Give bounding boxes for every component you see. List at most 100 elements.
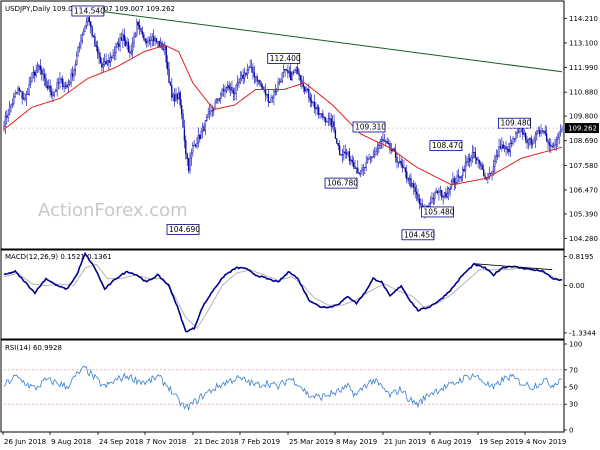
candle-body [255,76,257,78]
candle-body [179,92,181,106]
date-axis-label: 4 Nov 2019 [526,438,566,446]
candle-body [83,31,85,35]
candle-body [52,94,54,96]
candle-body [145,41,148,43]
candle-body [322,113,324,118]
candle-body [194,144,197,147]
candle-body [326,121,328,123]
candle-body [215,98,218,104]
candle-body [541,130,544,132]
candle-body [297,67,299,74]
candle-body [308,88,310,98]
candle-body [470,157,472,162]
candle-body [471,151,474,158]
candle-body [460,175,462,179]
candle-body [29,81,32,85]
candle-body [105,61,107,65]
candle-body [186,153,188,160]
candle-body [352,162,355,167]
price-axis-label: 105.390 [569,210,598,218]
candle-body [119,37,121,47]
candle-body [50,91,53,96]
candle-body [171,85,173,98]
candle-body [558,131,560,138]
candle-body [168,68,170,83]
candle-body [484,175,486,180]
candle-body [157,41,159,43]
candle-body [227,85,229,88]
rsi-line [3,365,563,411]
candle-body [364,167,366,169]
price-axis-label: 109.800 [569,113,598,121]
candle-body [118,43,120,47]
candle-body [431,197,433,204]
candle-body [358,172,360,174]
candle-body [397,161,400,163]
candle-body [271,97,274,99]
rsi-axis-label: 0 [569,427,573,435]
candle-body [151,36,153,41]
rsi-axis-label: 50 [569,384,578,392]
date-axis-label: 24 Sep 2018 [99,438,143,446]
price-axis-label: 111.990 [569,64,598,72]
candle-body [411,183,414,187]
candle-body [231,87,233,91]
candle-body [69,82,71,85]
candle-body [477,159,479,161]
candle-body [442,196,444,198]
candle-body [368,158,370,160]
candle-body [445,192,447,198]
candle-body [361,169,363,171]
candle-body [88,17,90,23]
candle-body [199,134,201,140]
candle-body [113,52,116,56]
candle-body [285,69,288,71]
candle-body [446,193,448,198]
candle-body [309,97,311,101]
candle-body [406,171,408,179]
candle-body [313,101,316,109]
candle-body [435,190,437,193]
candle-body [192,145,194,153]
candle-body [499,146,502,149]
candle-body [13,96,15,104]
price-axis-label: 110.880 [569,89,598,97]
candle-body [95,45,97,47]
candle-body [432,197,434,200]
candle-body [42,73,44,75]
candle-body [478,160,481,164]
candle-body [39,65,42,70]
candle-body [548,142,551,146]
candle-body [331,121,334,127]
price-label: 105.480 [424,207,455,216]
candle-body [24,98,26,100]
candle-body [267,94,269,103]
candle-body [502,144,504,149]
candle-body [466,161,468,163]
date-axis-label: 7 Feb 2019 [241,438,280,446]
price-label: 108.470 [432,141,463,150]
candle-body [252,67,254,73]
candle-body [222,89,225,92]
candle-body [112,55,114,58]
candle-body [249,66,251,68]
candle-body [22,97,25,100]
candle-body [529,138,531,140]
candle-body [340,153,342,156]
candle-body [453,178,455,184]
candle-body [298,72,300,77]
candle-body [132,42,134,52]
candle-body [21,91,23,99]
candle-body [382,139,384,142]
candle-body [150,39,152,41]
candle-body [27,93,29,95]
candle-body [102,64,104,68]
candle-body [74,64,76,71]
candle-body [172,94,174,98]
candle-body [545,133,548,141]
candle-body [341,154,344,156]
candle-body [190,152,193,159]
candle-body [97,46,99,54]
